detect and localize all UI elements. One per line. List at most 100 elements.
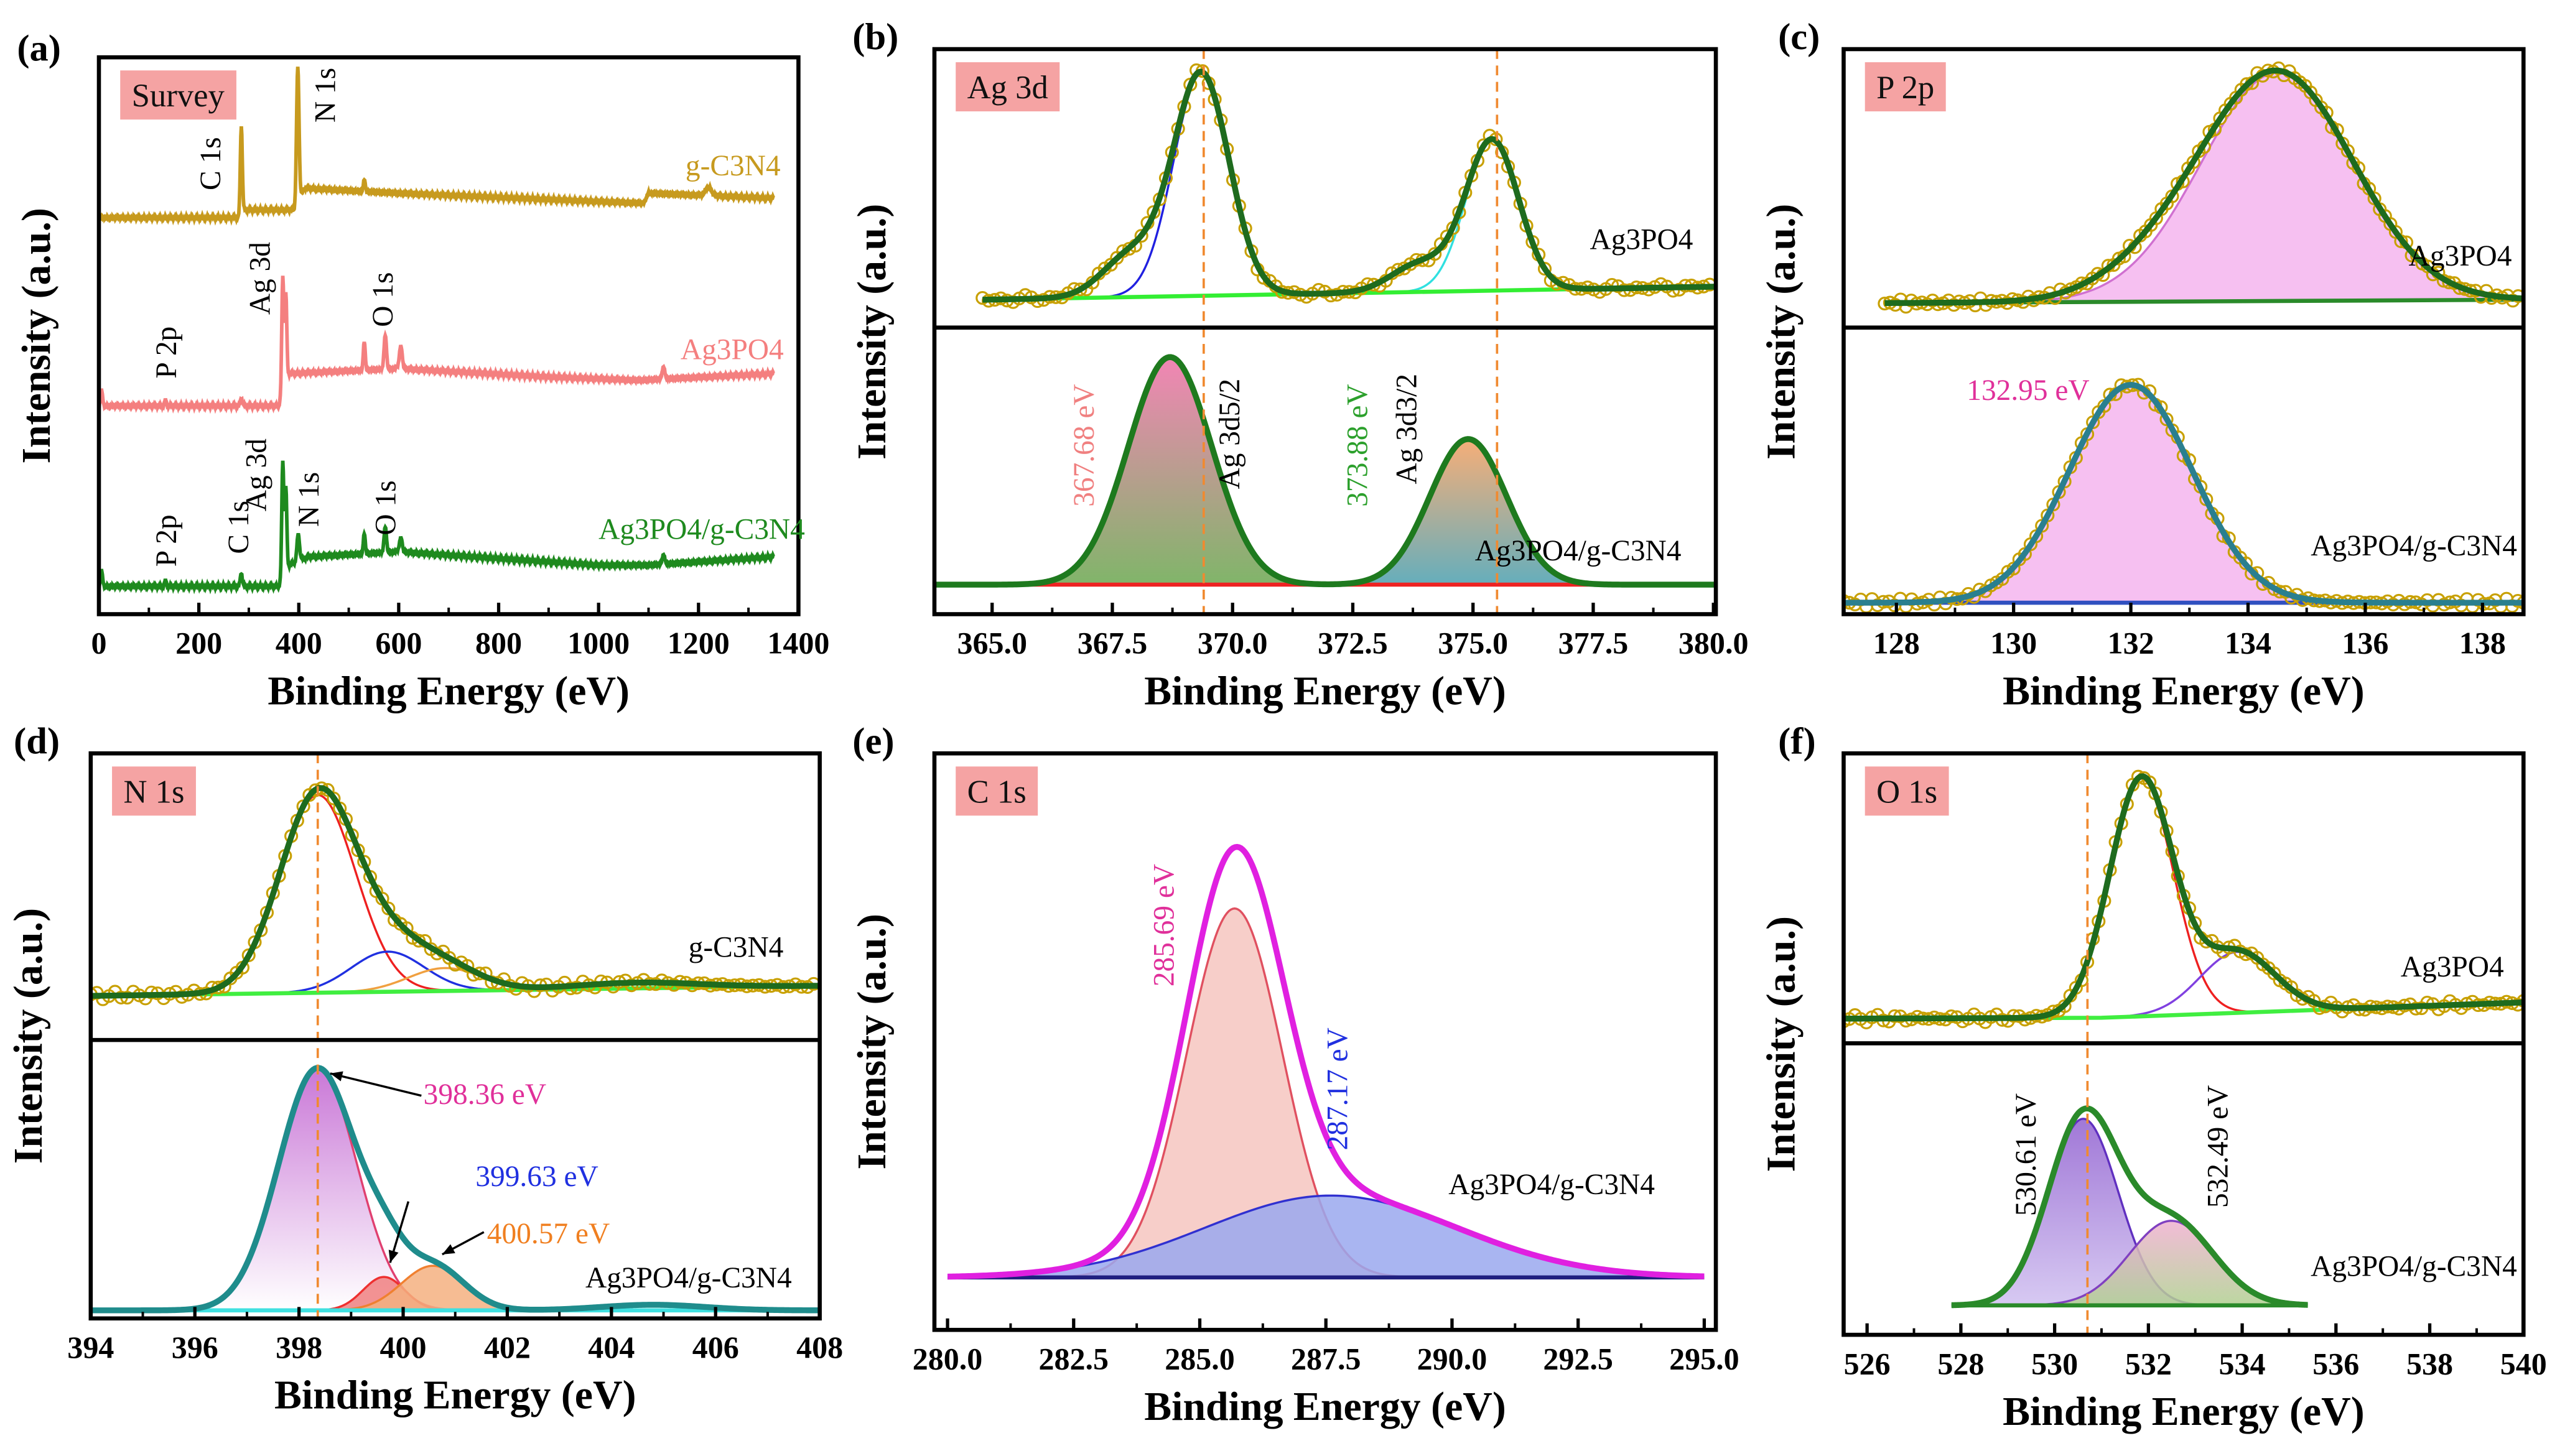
data-point [2199, 934, 2214, 948]
envelope-fit-line [1843, 773, 2524, 1022]
component-fill-0 [1884, 384, 2377, 603]
annotation-label: g-C3N4 [689, 931, 784, 963]
x-tick-label: 128 [1873, 626, 1920, 661]
annotation-label: Ag 3d5/2 [1214, 379, 1246, 489]
plot-area [947, 843, 1705, 1280]
tag-label: C 1s [967, 774, 1027, 810]
panel-label: (f) [1778, 720, 1816, 762]
subplot-0 [98, 67, 775, 595]
x-tick-label: 540 [2500, 1346, 2547, 1381]
envelope-fit-line [1843, 382, 2524, 606]
component-fill-1 [2002, 1220, 2308, 1305]
envelope-fit-line [90, 785, 820, 999]
annotation-label: C 1s [223, 501, 255, 554]
x-tick-label: 400 [380, 1330, 427, 1365]
annotation-label: 398.36 eV [424, 1078, 546, 1111]
x-tick-label: 375.0 [1438, 626, 1508, 661]
arrow-0 [330, 1072, 422, 1097]
annotation-label: Ag3PO4 [2409, 240, 2512, 272]
x-tick-label: 287.5 [1291, 1341, 1361, 1376]
plot-frame [1841, 47, 2526, 616]
component-fill-1 [300, 1277, 467, 1310]
panel-label: (d) [14, 720, 60, 762]
plot-area [934, 49, 1716, 614]
x-tick-label: 370.0 [1198, 626, 1268, 661]
data-point [1134, 229, 1148, 243]
annotation-label: 530.61 eV [2010, 1093, 2042, 1216]
panel-c: 128 130 132 134 136 138 Binding Energy (eV) Int… [1758, 16, 2526, 713]
plot-frame [932, 751, 1718, 1332]
x-tick-label: 200 [175, 626, 222, 661]
annotation-label: Ag3PO4/g-C3N4 [598, 514, 805, 546]
x-tick-label: 394 [67, 1330, 114, 1365]
annotation-label: O 1s [367, 272, 399, 327]
tag-box [1865, 62, 1946, 112]
component-fill-0 [1002, 357, 1338, 585]
x-tick-label: 134 [2225, 626, 2271, 661]
y-axis-label: Intensity (a.u.) [849, 914, 895, 1169]
x-tick-label: 130 [1990, 626, 2037, 661]
annotation-label: Ag 3d [241, 438, 273, 511]
x-tick-label: 534 [2219, 1346, 2266, 1381]
tag-box [120, 70, 236, 120]
arrow-head-icon [442, 1244, 455, 1254]
annotation-label: P 2p [151, 514, 183, 567]
panel-b: 365.0 367.5 370.0 372.5 375.0 377.5 380.0 Bindi… [849, 16, 1748, 713]
x-tick-label: 526 [1844, 1346, 1891, 1381]
x-tick-label: 295.0 [1669, 1341, 1739, 1376]
annotation-label: C 1s [195, 137, 227, 190]
x-tick-label: 285.0 [1165, 1341, 1235, 1376]
annotation-label: 400.57 eV [487, 1218, 610, 1250]
x-tick-label: 538 [2406, 1346, 2453, 1381]
annotation-label: 367.68 eV [1068, 384, 1101, 506]
envelope-fit-line [934, 354, 1716, 588]
x-tick-label: 365.0 [957, 626, 1027, 661]
annotation-label: Ag3PO4 [1590, 224, 1693, 256]
annotation-label: 285.69 eV [1148, 864, 1181, 986]
annotation-label: 132.95 eV [1967, 374, 2089, 407]
x-tick-label: 377.5 [1558, 626, 1629, 661]
x-tick-label: 292.5 [1543, 1341, 1613, 1376]
data-point [327, 791, 341, 805]
data-point [1537, 262, 1552, 276]
spectrum-line-0 [98, 67, 775, 226]
annotation-label: Ag3PO4 [681, 334, 784, 366]
y-axis-label: Intensity (a.u.) [6, 908, 51, 1164]
subplot-Ag3PO4 [1878, 61, 2524, 314]
subplot-Ag3PO4/g-C3N4 [1843, 378, 2524, 614]
panel-label: (c) [1778, 16, 1820, 58]
annotation-label: 399.63 eV [475, 1161, 598, 1193]
spectrum-line-2 [98, 460, 775, 595]
component-fill-0 [161, 1068, 474, 1310]
x-tick-label: 408 [796, 1330, 843, 1365]
y-axis-label: Intensity (a.u.) [1758, 916, 1804, 1172]
panel-f: 526 528 530 532 534 536 538 540 Binding Energy (… [1758, 720, 2546, 1434]
panel-label: (a) [17, 27, 61, 69]
x-tick-label: 138 [2459, 626, 2506, 661]
component-fill-1 [947, 1195, 1705, 1277]
component-fill-2 [307, 1266, 558, 1310]
envelope-fit-line [982, 68, 1716, 303]
plot-area [1843, 61, 2524, 614]
x-tick-label: 1200 [668, 626, 730, 661]
subplot-Ag3PO4 [1843, 769, 2524, 1029]
x-tick-label: 280.0 [913, 1341, 983, 1376]
component-fill-0 [1043, 908, 1427, 1277]
plot-frame [932, 47, 1718, 616]
x-tick-label: 396 [172, 1330, 218, 1365]
x-tick-label: 1000 [567, 626, 630, 661]
plot-area [90, 753, 820, 1319]
tag-box [112, 766, 196, 816]
y-axis-label: Intensity (a.u.) [849, 204, 895, 460]
subplot-Ag3PO4/g-C3N4 [90, 1065, 820, 1314]
x-tick-label: 380.0 [1678, 626, 1749, 661]
x-axis-label: Binding Energy (eV) [1144, 1384, 1506, 1429]
annotation-label: Ag 3d [244, 242, 276, 315]
annotation-label: 373.88 eV [1342, 384, 1374, 506]
envelope-fit-line [1951, 1105, 2308, 1309]
subplot-Ag3PO4 [975, 63, 1716, 309]
x-tick-label: 0 [91, 626, 106, 661]
x-tick-label: 367.5 [1078, 626, 1148, 661]
x-axis-label: Binding Energy (eV) [2003, 668, 2365, 713]
